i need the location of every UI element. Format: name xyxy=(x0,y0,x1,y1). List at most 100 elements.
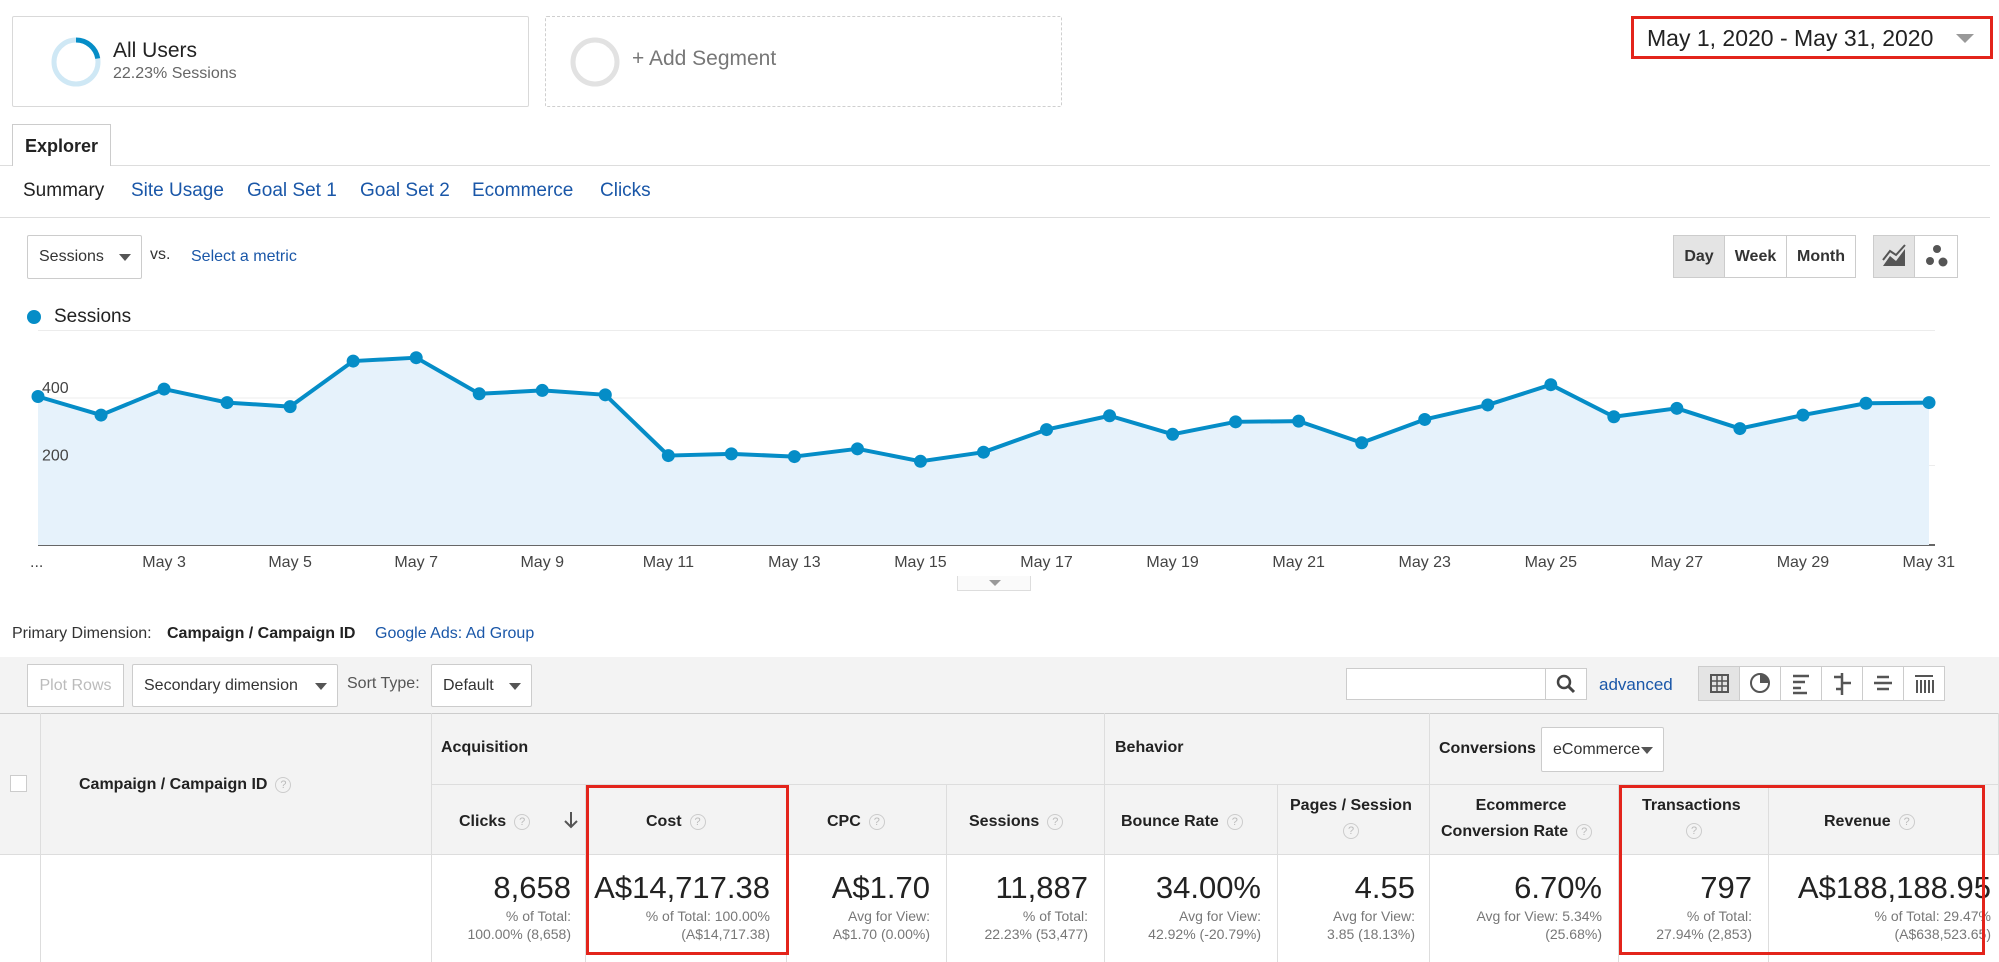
sessions-point[interactable] xyxy=(1481,398,1495,412)
acquisition-group-cell xyxy=(432,713,1105,785)
col-pages-session-header[interactable]: Pages / Session ? xyxy=(1278,785,1430,855)
help-icon[interactable]: ? xyxy=(514,813,531,830)
x-tick-label: May 11 xyxy=(643,554,694,571)
add-segment-button[interactable]: + Add Segment xyxy=(545,16,1062,107)
granularity-week-button[interactable]: Week xyxy=(1724,235,1787,278)
sessions-point[interactable] xyxy=(472,387,486,401)
primary-dimension-ad-group[interactable]: Google Ads: Ad Group xyxy=(375,625,535,642)
help-icon[interactable]: ? xyxy=(275,776,292,793)
sort-type-label: Sort Type: xyxy=(347,675,420,692)
add-segment-label: + Add Segment xyxy=(632,47,777,70)
help-icon[interactable]: ? xyxy=(1686,823,1702,839)
sessions-point[interactable] xyxy=(94,408,108,422)
col-ecommerce-conversion-header[interactable]: Ecommerce Conversion Rate? xyxy=(1430,785,1619,855)
chart-collapse-handle[interactable] xyxy=(957,576,1031,591)
sessions-point[interactable] xyxy=(1355,436,1369,450)
sessions-point[interactable] xyxy=(409,351,423,365)
subtab-summary[interactable]: Summary xyxy=(23,180,105,201)
sessions-point[interactable] xyxy=(913,454,927,468)
sessions-point[interactable] xyxy=(1859,396,1873,410)
pie-view-button[interactable] xyxy=(1739,666,1781,701)
sessions-point[interactable] xyxy=(787,450,801,464)
subtab-ecommerce[interactable]: Ecommerce xyxy=(472,180,574,201)
help-icon[interactable]: ? xyxy=(1047,813,1064,830)
sessions-point[interactable] xyxy=(598,388,612,402)
sessions-point[interactable] xyxy=(1607,410,1621,424)
sessions-point[interactable] xyxy=(1040,423,1054,437)
col-clicks-header[interactable]: Clicks? xyxy=(432,785,586,855)
sessions-point[interactable] xyxy=(850,442,864,456)
col-sessions-header[interactable]: Sessions? xyxy=(947,785,1105,855)
tab-explorer[interactable]: Explorer xyxy=(12,124,111,166)
subtab-goal-set-2[interactable]: Goal Set 2 xyxy=(360,180,450,201)
sessions-point[interactable] xyxy=(1229,415,1243,429)
col-transactions-header[interactable]: Transactions ? xyxy=(1619,785,1769,855)
total-ecommerce-conversion-cell: 6.70% Avg for View: 5.34% (25.68%) xyxy=(1430,855,1619,962)
sessions-point[interactable] xyxy=(1733,422,1747,436)
pivot-view-button[interactable] xyxy=(1903,666,1945,701)
sessions-point[interactable] xyxy=(1544,378,1558,392)
term-cloud-view-button[interactable] xyxy=(1862,666,1904,701)
sessions-point[interactable] xyxy=(157,382,171,396)
sessions-point[interactable] xyxy=(1103,409,1117,423)
subtab-site-usage[interactable]: Site Usage xyxy=(131,180,224,201)
sessions-point[interactable] xyxy=(220,396,234,410)
y-tick-label: 400 xyxy=(42,380,69,397)
search-button[interactable] xyxy=(1545,668,1587,700)
help-icon[interactable]: ? xyxy=(1898,813,1915,830)
help-icon[interactable]: ? xyxy=(1226,813,1243,830)
comparison-view-button[interactable] xyxy=(1821,666,1863,701)
sessions-point[interactable] xyxy=(724,447,738,461)
sessions-point[interactable] xyxy=(1166,427,1180,441)
sort-arrow-icon xyxy=(564,812,578,829)
total-bounce-rate-value: 34.00% xyxy=(1155,870,1261,905)
col-bounce-rate-header[interactable]: Bounce Rate? xyxy=(1105,785,1278,855)
advanced-filter-link[interactable]: advanced xyxy=(1599,675,1673,694)
metric-select[interactable]: Sessions xyxy=(27,235,142,279)
col-cpc-header[interactable]: CPC? xyxy=(787,785,947,855)
x-tick-label: May 31 xyxy=(1903,554,1956,571)
sessions-point[interactable] xyxy=(1670,401,1684,415)
total-clicks-value: 8,658 xyxy=(493,870,571,905)
col-pages-session-label: Pages / Session xyxy=(1290,797,1412,814)
performance-view-button[interactable] xyxy=(1780,666,1822,701)
total-cost-sub1: % of Total: 100.00% xyxy=(645,908,770,924)
dimension-header[interactable]: Campaign / Campaign ID? xyxy=(79,776,292,794)
sessions-point[interactable] xyxy=(977,445,990,459)
subtab-goal-set-1[interactable]: Goal Set 1 xyxy=(247,180,337,201)
help-icon[interactable]: ? xyxy=(868,813,885,830)
help-icon[interactable]: ? xyxy=(1576,823,1593,840)
granularity-day-button[interactable]: Day xyxy=(1673,235,1725,278)
select-all-checkbox[interactable] xyxy=(10,775,27,792)
line-chart-view-button[interactable] xyxy=(1873,235,1915,278)
chevron-down-icon xyxy=(119,254,131,261)
sessions-point[interactable] xyxy=(661,449,675,463)
secondary-dimension-select[interactable]: Secondary dimension xyxy=(132,664,338,707)
total-cost-sub2: (A$14,717.38) xyxy=(681,926,770,942)
sessions-point[interactable] xyxy=(1796,408,1810,422)
sessions-point[interactable] xyxy=(1292,414,1306,428)
table-search-input[interactable] xyxy=(1346,668,1546,700)
sessions-point[interactable] xyxy=(1418,412,1432,426)
x-tick-label: May 9 xyxy=(520,554,564,571)
date-range-picker[interactable]: May 1, 2020 - May 31, 2020 xyxy=(1631,16,1993,59)
conversions-select[interactable]: eCommerce xyxy=(1541,727,1664,772)
help-icon[interactable]: ? xyxy=(689,813,706,830)
segment-all-users[interactable]: All Users 22.23% Sessions xyxy=(12,16,529,107)
sessions-point[interactable] xyxy=(346,354,360,368)
chevron-down-icon xyxy=(989,580,1001,586)
sessions-point[interactable] xyxy=(31,390,45,403)
select-metric-link[interactable]: Select a metric xyxy=(191,248,297,265)
table-view-button[interactable] xyxy=(1698,666,1740,701)
granularity-month-button[interactable]: Month xyxy=(1786,235,1856,278)
subtab-clicks[interactable]: Clicks xyxy=(600,180,651,201)
sessions-point[interactable] xyxy=(283,400,297,414)
motion-chart-view-button[interactable] xyxy=(1914,235,1958,278)
sessions-point[interactable] xyxy=(535,383,549,397)
primary-dimension-active: Campaign / Campaign ID xyxy=(167,625,356,642)
sort-type-select[interactable]: Default xyxy=(431,664,532,707)
plot-rows-button[interactable]: Plot Rows xyxy=(27,664,124,707)
comparison-icon xyxy=(1834,673,1851,695)
help-icon[interactable]: ? xyxy=(1343,823,1359,839)
sessions-point[interactable] xyxy=(1922,396,1936,410)
